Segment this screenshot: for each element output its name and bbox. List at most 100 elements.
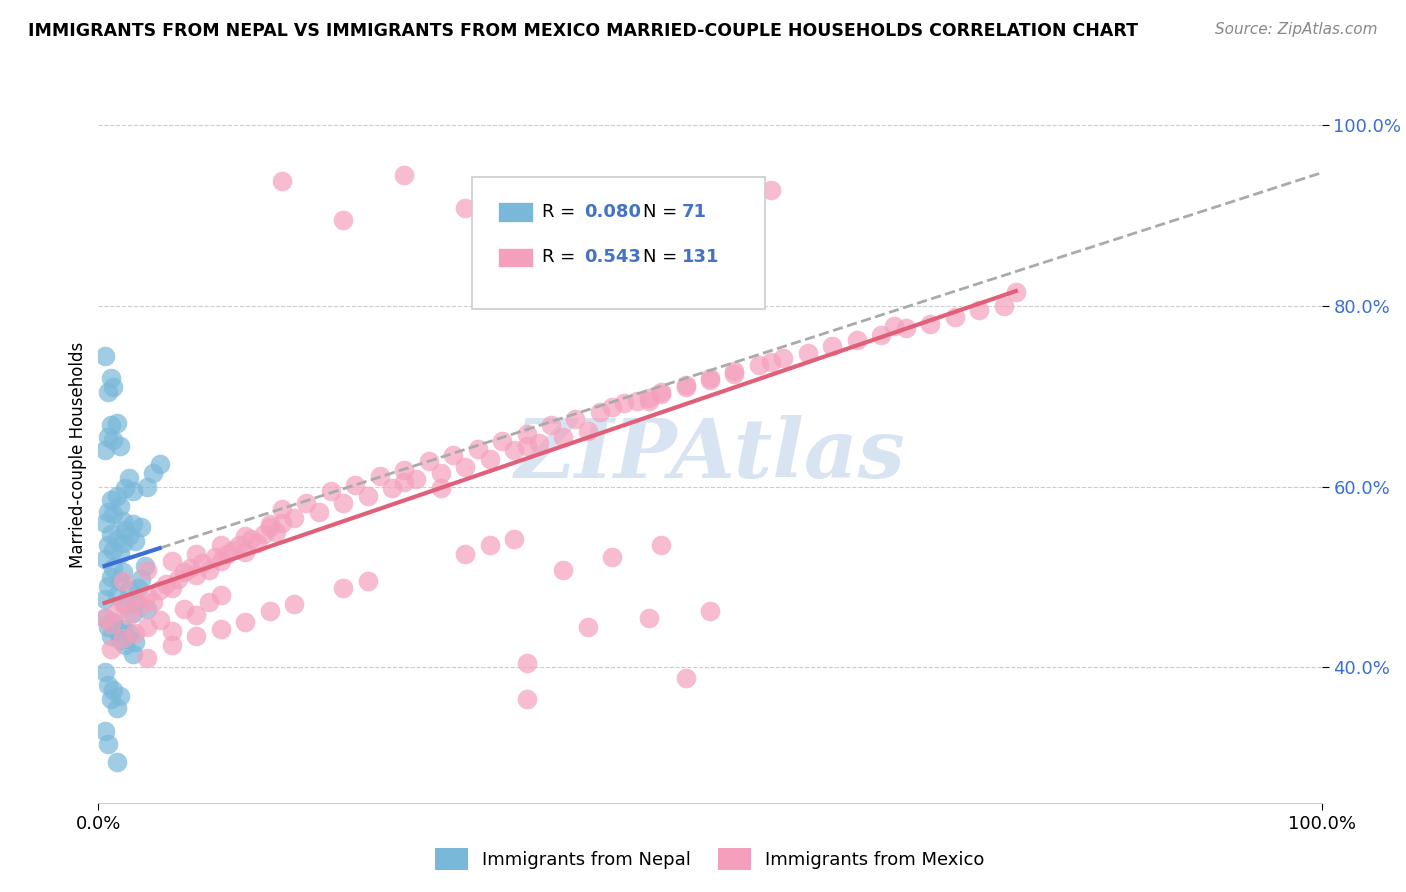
Point: [197, 563, 219, 577]
Point: [136, 601, 159, 615]
Point: [319, 484, 342, 499]
Point: [93, 443, 115, 458]
Point: [392, 475, 416, 489]
Point: [870, 327, 893, 342]
Text: ZIPAtlas: ZIPAtlas: [515, 415, 905, 495]
Point: [270, 516, 294, 530]
Point: [564, 411, 586, 425]
Point: [121, 484, 143, 499]
Point: [93, 610, 115, 624]
Point: [121, 647, 143, 661]
Point: [93, 723, 115, 738]
Text: 0.543: 0.543: [583, 248, 641, 266]
Point: [332, 496, 354, 510]
Point: [101, 433, 124, 447]
Point: [118, 607, 141, 622]
Point: [111, 535, 134, 549]
Point: [478, 538, 501, 552]
Point: [101, 615, 124, 629]
Point: [149, 583, 172, 598]
Point: [110, 574, 132, 589]
Point: [111, 574, 134, 589]
Point: [515, 439, 537, 453]
Point: [515, 656, 537, 670]
Point: [1004, 285, 1026, 300]
Point: [100, 629, 122, 643]
Point: [392, 168, 416, 182]
Point: [699, 604, 721, 618]
Point: [101, 380, 124, 394]
Point: [186, 629, 208, 643]
Point: [105, 489, 128, 503]
Point: [93, 592, 115, 607]
Point: [124, 595, 146, 609]
Point: [97, 430, 120, 444]
Point: [283, 511, 305, 525]
Point: [160, 554, 183, 568]
Point: [93, 665, 115, 679]
Point: [264, 524, 287, 539]
Point: [967, 303, 990, 318]
Point: [233, 544, 256, 558]
Text: N =: N =: [643, 248, 683, 266]
Point: [308, 505, 330, 519]
Point: [209, 554, 232, 568]
Point: [114, 638, 136, 652]
Point: [136, 588, 159, 602]
Point: [118, 470, 141, 484]
Point: [111, 566, 134, 580]
Point: [675, 380, 697, 394]
Point: [136, 651, 159, 665]
Point: [650, 387, 672, 401]
Point: [118, 583, 141, 598]
Point: [761, 183, 783, 197]
Point: [124, 626, 146, 640]
Point: [675, 378, 697, 392]
Point: [129, 599, 152, 613]
Point: [600, 400, 623, 414]
Point: [186, 568, 208, 582]
Point: [209, 623, 232, 637]
Point: [186, 547, 208, 561]
Point: [136, 479, 159, 493]
Point: [101, 507, 124, 521]
Point: [454, 201, 477, 215]
Point: [105, 755, 128, 769]
Point: [97, 579, 120, 593]
Point: [540, 418, 562, 433]
Point: [553, 563, 575, 577]
Point: [101, 561, 124, 575]
Point: [613, 396, 636, 410]
Point: [576, 424, 599, 438]
Point: [97, 737, 120, 751]
Point: [576, 619, 599, 633]
Point: [295, 496, 318, 510]
Point: [259, 517, 281, 532]
Point: [883, 318, 905, 333]
Point: [405, 472, 427, 486]
Point: [142, 595, 165, 609]
Point: [993, 299, 1015, 313]
Point: [553, 190, 575, 204]
Point: [100, 642, 122, 657]
Point: [943, 310, 966, 324]
Point: [97, 384, 120, 399]
Point: [97, 538, 120, 552]
Point: [270, 174, 294, 188]
Point: [381, 481, 404, 495]
Point: [93, 610, 115, 624]
Point: [894, 321, 917, 335]
Point: [197, 595, 219, 609]
Point: [105, 624, 128, 639]
Point: [111, 632, 134, 646]
Point: [332, 213, 354, 227]
Point: [637, 391, 661, 405]
Point: [637, 610, 661, 624]
Point: [114, 523, 136, 537]
Point: [160, 581, 183, 595]
Point: [772, 351, 794, 366]
Point: [637, 197, 661, 211]
Point: [589, 405, 612, 419]
Point: [149, 613, 172, 627]
Point: [110, 547, 132, 561]
